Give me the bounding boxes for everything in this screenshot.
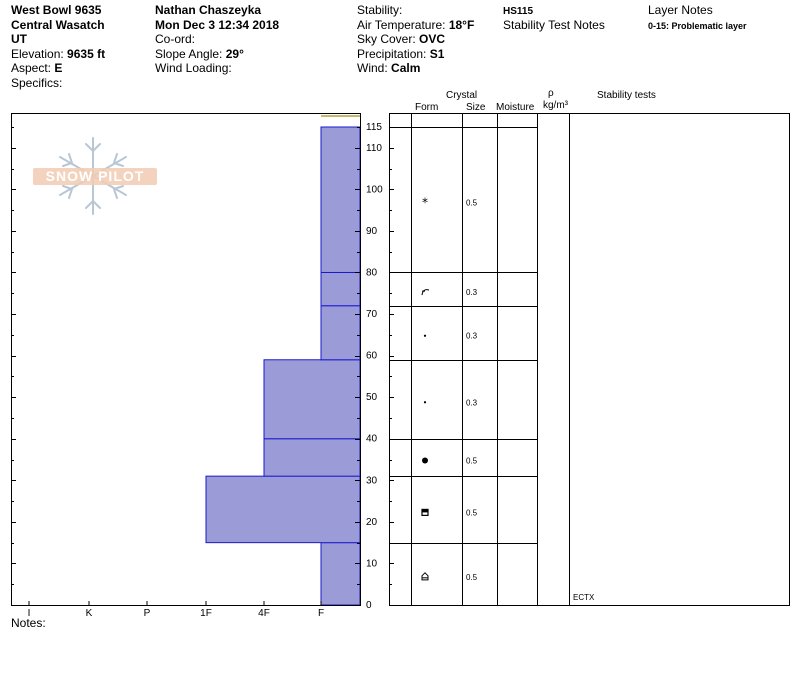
hardness-bar [263, 359, 361, 440]
wind-field: Wind: Calm [357, 61, 420, 75]
size-heading: Size [466, 102, 486, 113]
y-tick-label: 0 [366, 600, 372, 611]
grain-size-value: 0.5 [466, 508, 478, 517]
hardness-bar [263, 438, 361, 477]
air-temp-field: Air Temperature: 18°F [357, 18, 474, 32]
wind-value: Calm [391, 61, 421, 75]
snow-pilot-logo: SNOW PILOT [33, 137, 157, 215]
specifics-label: Specifics: [11, 76, 63, 90]
density-unit: kg/m³ [543, 100, 568, 111]
state-name: UT [11, 32, 27, 46]
rounded-grain-icon [422, 457, 428, 464]
wind-loading-label: Wind Loading: [155, 61, 232, 75]
slope-field: Slope Angle: 29° [155, 47, 244, 61]
observation-datetime: Mon Dec 3 12:34 2018 [155, 18, 280, 32]
y-tick-label: 90 [366, 226, 378, 237]
observer-name: Nathan Chaszeyka [155, 3, 262, 17]
new-snow-icon: * [422, 196, 428, 210]
snow-height: HS115 [503, 6, 534, 17]
layer-note-1: 0-15: Problematic layer [648, 21, 747, 31]
hardness-bar [320, 305, 361, 361]
faceted-crust-icon [421, 508, 429, 516]
stability-notes-heading: Stability Test Notes [503, 18, 605, 32]
grain-size-value: 0.5 [466, 199, 478, 208]
x-tick-label: K [86, 608, 93, 619]
stability-label: Stability: [357, 3, 403, 17]
x-tick-label: I [28, 608, 31, 619]
hardness-bar [320, 542, 361, 606]
depth-hoar-icon [421, 572, 429, 581]
y-tick-label: 40 [366, 434, 378, 445]
crystal-heading: Crystal [446, 90, 478, 101]
stability-tests-heading: Stability tests [597, 90, 656, 101]
coord-label: Co-ord: [155, 32, 196, 46]
layer-notes-heading: Layer Notes [648, 3, 713, 17]
precip-label: Precipitation: [357, 47, 427, 61]
location-name: West Bowl 9635 [11, 3, 102, 17]
y-tick-label: 60 [366, 351, 378, 362]
sky-value: OVC [419, 32, 446, 46]
hardness-bar [320, 271, 361, 307]
grain-size-value: 0.5 [466, 573, 478, 582]
sky-field: Sky Cover: OVC [357, 32, 445, 46]
grain-size-value: 0.3 [466, 398, 478, 407]
grain-size-value: 0.3 [466, 288, 478, 297]
moisture-heading: Moisture [496, 102, 535, 113]
aspect-label: Aspect: [11, 61, 52, 75]
y-tick-label: 70 [366, 309, 378, 320]
y-tick-label: 20 [366, 517, 378, 528]
hardness-bar [205, 475, 361, 544]
air-temp-value: 18°F [448, 18, 475, 32]
x-tick-label: F [318, 608, 324, 619]
stability-test-result: ECTX [573, 593, 595, 602]
x-tick-label: 1F [200, 608, 212, 619]
density-symbol: ρ [548, 88, 554, 99]
y-tick-label: 80 [366, 267, 378, 278]
elevation-value: 9635 ft [67, 47, 106, 61]
grain-size-value: 0.5 [466, 456, 478, 465]
hardness-bar [320, 126, 361, 273]
aspect-value: E [54, 61, 63, 75]
elevation-label: Elevation: [11, 47, 64, 61]
y-tick-label: 10 [366, 558, 378, 569]
slope-label: Slope Angle: [155, 47, 223, 61]
range-name: Central Wasatch [11, 18, 105, 32]
logo-text: SNOW PILOT [46, 168, 145, 184]
x-tick-label: 4F [258, 608, 270, 619]
precip-field: Precipitation: S1 [357, 47, 444, 61]
y-tick-label: 115 [366, 122, 382, 133]
decomposing-icon [421, 289, 430, 296]
layer-table-frame [389, 113, 790, 606]
form-heading: Form [415, 102, 439, 113]
notes-label: Notes: [11, 616, 46, 630]
sky-label: Sky Cover: [357, 32, 416, 46]
y-tick-label: 50 [366, 392, 378, 403]
small-dot-icon [423, 334, 427, 337]
small-dot-icon [423, 401, 427, 404]
grain-size-value: 0.3 [466, 332, 478, 341]
elevation-field: Elevation: 9635 ft [11, 47, 105, 61]
y-tick-label: 100 [366, 184, 383, 195]
y-tick-label: 110 [366, 143, 382, 154]
x-tick-label: P [144, 608, 151, 619]
hardness-plot-frame [11, 113, 361, 606]
aspect-field: Aspect: E [11, 61, 62, 75]
wind-label: Wind: [357, 61, 388, 75]
precip-value: S1 [429, 47, 445, 61]
slope-value: 29° [225, 47, 244, 61]
svg-text:*: * [422, 196, 428, 210]
y-tick-label: 30 [366, 475, 378, 486]
air-temp-label: Air Temperature: [357, 18, 446, 32]
